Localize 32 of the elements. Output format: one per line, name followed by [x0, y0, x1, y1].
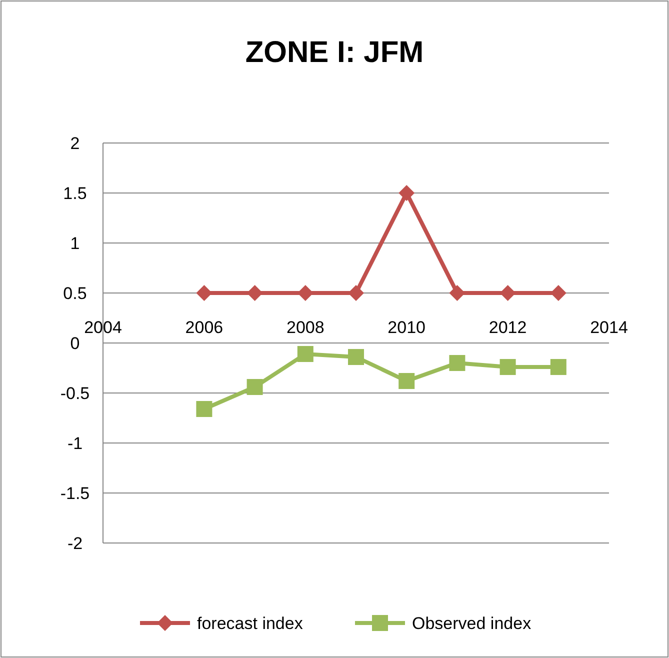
chart-title: ZONE I: JFM: [245, 36, 424, 69]
point: [449, 285, 466, 301]
point: [246, 379, 263, 395]
point: [550, 359, 566, 375]
y-tick-label: -2: [67, 534, 83, 553]
point: [500, 285, 516, 301]
x-tick-label: 2014: [590, 318, 628, 337]
point: [398, 185, 415, 201]
y-tick-label: 0: [70, 334, 80, 353]
point: [500, 359, 516, 375]
legend-label: Observed index: [412, 614, 532, 633]
y-tick-label: 2: [70, 134, 80, 153]
point: [449, 355, 466, 371]
point: [348, 285, 364, 301]
y-tick-label: 1: [70, 234, 80, 253]
point: [398, 373, 415, 389]
x-tick-label: 2006: [185, 318, 224, 337]
y-tick-label: -1: [67, 434, 83, 453]
y-tick-label: -1.5: [60, 484, 90, 503]
x-tick-label: 2012: [488, 318, 527, 337]
point: [348, 349, 364, 365]
point: [246, 285, 263, 301]
x-tick-label: 2004: [84, 318, 122, 337]
point: [196, 285, 212, 301]
x-tick-label: 2008: [286, 318, 324, 337]
y-tick-label: -0.5: [60, 384, 90, 403]
y-tick-label: 1.5: [63, 184, 87, 203]
point: [196, 401, 212, 417]
y-tick-label: 0.5: [63, 284, 87, 303]
x-tick-label: 2010: [388, 318, 426, 337]
legend-label: forecast index: [197, 614, 304, 633]
point: [297, 346, 314, 362]
